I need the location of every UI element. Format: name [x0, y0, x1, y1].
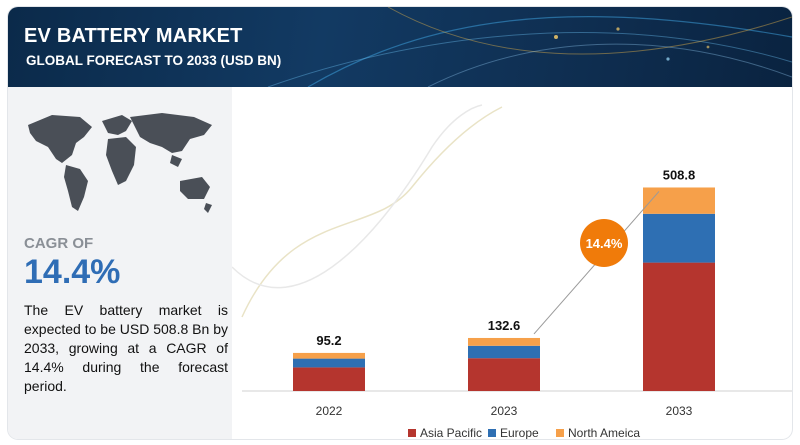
cagr-badge-label: 14.4% [586, 236, 623, 251]
page-subtitle: GLOBAL FORECAST TO 2033 (USD BN) [26, 53, 282, 68]
bar-segment-north-ameica-2023 [468, 337, 540, 346]
legend-swatch-asia-pacific [408, 429, 416, 437]
decorative-curve [241, 106, 503, 318]
decorative-curve [232, 104, 483, 289]
header-banner: EV BATTERY MARKET GLOBAL FORECAST TO 203… [8, 7, 792, 87]
cagr-badge-circle [580, 219, 628, 267]
bar-total-label-2022: 95.2 [316, 333, 341, 348]
cagr-label: CAGR OF [24, 235, 94, 252]
bar-segment-north-ameica-2022 [293, 352, 365, 359]
bar-segment-europe-2022 [293, 358, 365, 368]
bar-segment-asia-pacific-2022 [293, 367, 365, 391]
x-tick-label-2023: 2023 [491, 404, 518, 418]
bar-segment-europe-2033 [643, 213, 715, 263]
legend-swatch-north-ameica [556, 429, 564, 437]
world-map-icon [28, 113, 212, 213]
legend-label-europe: Europe [500, 426, 539, 439]
bar-total-label-2033: 508.8 [663, 167, 696, 182]
x-tick-label-2033: 2033 [666, 404, 693, 418]
bar-segment-europe-2023 [468, 345, 540, 359]
bar-segment-north-ameica-2033 [643, 187, 715, 214]
legend-label-asia-pacific: Asia Pacific [420, 426, 482, 439]
bar-segment-asia-pacific-2023 [468, 358, 540, 391]
page-title: EV BATTERY MARKET [24, 25, 243, 47]
cagr-badge: 14.4% [580, 219, 628, 267]
summary-panel: CAGR OF 14.4% The EV battery market is e… [8, 87, 232, 439]
x-tick-label-2022: 2022 [316, 404, 343, 418]
legend-swatch-europe [488, 429, 496, 437]
stacked-bar-chart: 95.2 132.6 508.8 14.4% 2022 2023 2033 Asia P… [232, 104, 792, 439]
bar-segment-asia-pacific-2033 [643, 262, 715, 391]
market-description: The EV battery market is expected to be … [24, 302, 228, 394]
cagr-value: 14.4% [24, 253, 121, 291]
banner-light-trails [267, 7, 792, 87]
legend-label-north-ameica: North Ameica [568, 426, 640, 439]
bar-total-label-2023: 132.6 [488, 318, 521, 333]
infographic-frame: EV BATTERY MARKET GLOBAL FORECAST TO 203… [8, 7, 792, 439]
